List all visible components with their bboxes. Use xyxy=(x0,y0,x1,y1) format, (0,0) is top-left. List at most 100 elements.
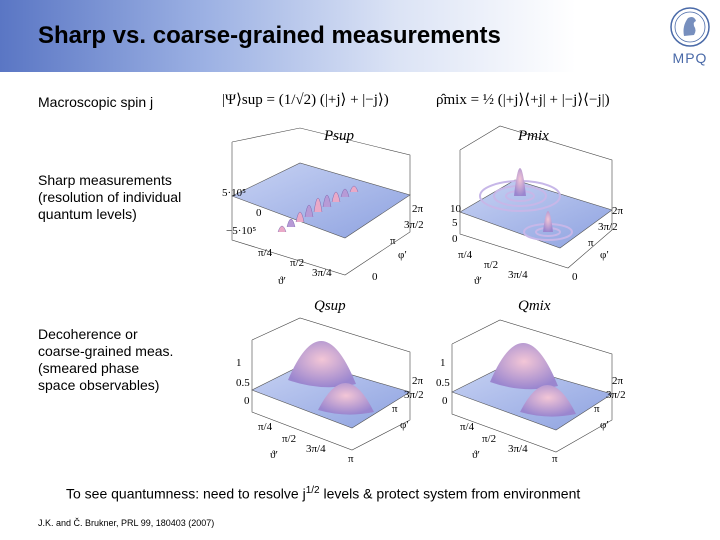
label-line: quantum levels) xyxy=(38,206,137,222)
plot-title-q-sup: Qsup xyxy=(314,298,346,314)
label-line: coarse-grained meas. xyxy=(38,343,174,359)
z-tick: 5 xyxy=(452,217,458,229)
axis-zero: 0 xyxy=(372,271,378,283)
theta-label: ϑ′ xyxy=(472,449,480,461)
ripple-wave xyxy=(340,188,350,198)
ripples xyxy=(277,185,359,233)
axis-pi: π xyxy=(552,453,558,465)
gaussian-peak xyxy=(520,384,576,417)
z-tick: 5·10⁵ xyxy=(222,187,246,199)
z-tick: −5·10⁵ xyxy=(226,225,256,237)
plot-title-p-mix: Pmix xyxy=(518,128,549,144)
phi-tick: π xyxy=(390,235,396,247)
phi-tick: 3π/2 xyxy=(606,389,626,401)
ripple-wave xyxy=(313,197,323,213)
theta-tick: π/4 xyxy=(458,249,473,261)
label-coarse-grained: Decoherence or coarse-grained meas. (sme… xyxy=(38,326,173,394)
z-tick: 10 xyxy=(450,203,462,215)
plot-q-mix: 1 0.5 0 π/4 π/2 3π/4 ϑ′ 2π 3π/2 π φ′ π xyxy=(436,319,626,465)
ripple-wave xyxy=(322,194,332,208)
note-text: To see quantumness: need to resolve j xyxy=(66,485,306,502)
phi-tick: 2π xyxy=(412,203,424,215)
box-frame xyxy=(451,319,613,453)
plot-p-sup: 5·10⁵ 0 −5·10⁵ π/4 π/2 3π/4 ϑ′ 2π 3π/2 π… xyxy=(222,127,424,287)
theta-tick: π/4 xyxy=(460,421,475,433)
theta-tick: π/4 xyxy=(258,421,273,433)
label-line: Sharp measurements xyxy=(38,172,172,188)
theta-tick: π/2 xyxy=(282,433,296,445)
spike-peak xyxy=(543,211,553,232)
phi-tick: π xyxy=(594,403,600,415)
theta-label: ϑ′ xyxy=(474,275,482,287)
phi-tick: 2π xyxy=(612,375,624,387)
reference-citation: J.K. and Č. Brukner, PRL 99, 180403 (200… xyxy=(38,518,215,528)
label-sharp-measurements: Sharp measurements (resolution of indivi… xyxy=(38,172,181,223)
phi-label: φ′ xyxy=(600,419,609,431)
label-line: space observables) xyxy=(38,377,160,393)
theta-tick: π/2 xyxy=(482,433,496,445)
phi-tick: 2π xyxy=(412,375,424,387)
ripple-wave xyxy=(286,218,296,228)
phi-tick: 3π/2 xyxy=(404,389,424,401)
conclusion-note: To see quantumness: need to resolve j1/2… xyxy=(66,485,580,502)
plot-p-mix: 10 5 0 π/4 π/2 3π/4 ϑ′ 2π 3π/2 π φ′ 0 xyxy=(450,125,624,287)
phi-label: φ′ xyxy=(398,249,407,261)
theta-tick: π/2 xyxy=(484,259,498,271)
z-tick: 0 xyxy=(244,395,250,407)
theta-tick: 3π/4 xyxy=(306,443,326,455)
athena-emblem-icon xyxy=(670,7,710,47)
spike-peak xyxy=(514,168,526,196)
label-line: (resolution of individual xyxy=(38,189,182,205)
phi-tick: 2π xyxy=(612,205,624,217)
note-exponent: 1/2 xyxy=(305,485,320,496)
z-tick: 1 xyxy=(236,357,242,369)
slide-header xyxy=(0,0,720,72)
label-line: (smeared phase xyxy=(38,360,140,376)
phi-tick: 3π/2 xyxy=(598,221,618,233)
ripple-wave xyxy=(331,191,341,203)
z-tick: 0 xyxy=(442,395,448,407)
gaussian-peak xyxy=(490,342,558,390)
ripple-wave xyxy=(349,185,359,193)
theta-tick: π/2 xyxy=(290,257,304,269)
ripple-wave xyxy=(295,211,305,223)
equation-mixture: ρ̂mix = ½ (|+j⟩⟨+j| + |−j⟩⟨−j|) xyxy=(436,92,610,108)
theta-tick: 3π/4 xyxy=(508,269,528,281)
gaussian-peak xyxy=(288,340,356,388)
label-macroscopic-spin: Macroscopic spin j xyxy=(38,94,154,110)
phi-tick: π xyxy=(392,403,398,415)
theta-tick: 3π/4 xyxy=(508,443,528,455)
gaussian-peak xyxy=(318,382,374,415)
plot-title-p-sup: Psup xyxy=(324,128,354,144)
z-tick: 1 xyxy=(440,357,446,369)
phi-label: φ′ xyxy=(400,419,409,431)
plot-q-sup: 1 0.5 0 π/4 π/2 3π/4 ϑ′ 2π 3π/2 π φ′ π xyxy=(236,317,424,465)
theta-label: ϑ′ xyxy=(278,275,286,287)
axis-zero: 0 xyxy=(572,271,578,283)
box-frame xyxy=(459,125,613,269)
phi-label: φ′ xyxy=(600,249,609,261)
note-text: levels & protect system from environment xyxy=(319,485,581,502)
theta-tick: π/4 xyxy=(258,247,273,259)
box-frame xyxy=(251,317,411,451)
z-tick: 0.5 xyxy=(236,377,250,389)
mpq-logo: MPQ xyxy=(666,6,714,68)
box-frame xyxy=(231,127,411,276)
ripple-wave xyxy=(277,225,287,233)
equation-superposition: |Ψ⟩sup = (1/√2) (|+j⟩ + |−j⟩) xyxy=(222,92,389,108)
z-tick: 0.5 xyxy=(436,377,450,389)
plot-title-q-mix: Qmix xyxy=(518,298,551,314)
theta-label: ϑ′ xyxy=(270,449,278,461)
label-line: Decoherence or xyxy=(38,326,138,342)
theta-tick: 3π/4 xyxy=(312,267,332,279)
surface xyxy=(231,162,411,239)
axis-pi: π xyxy=(348,453,354,465)
z-tick: 0 xyxy=(256,207,262,219)
phi-tick: 3π/2 xyxy=(404,219,424,231)
ripple-wave xyxy=(304,204,314,218)
logo-text: MPQ xyxy=(672,50,708,66)
z-tick: 0 xyxy=(452,233,458,245)
phi-tick: π xyxy=(588,237,594,249)
slide-title: Sharp vs. coarse-grained measurements xyxy=(38,22,501,49)
